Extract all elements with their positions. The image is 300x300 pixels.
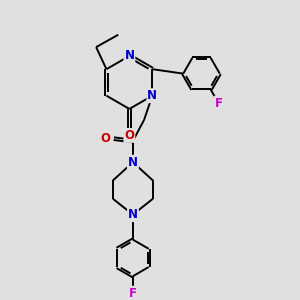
Text: O: O bbox=[124, 129, 134, 142]
Text: N: N bbox=[128, 208, 138, 221]
Text: N: N bbox=[147, 89, 157, 102]
Text: O: O bbox=[100, 132, 110, 145]
Text: F: F bbox=[129, 287, 137, 300]
Text: N: N bbox=[128, 156, 138, 169]
Text: F: F bbox=[214, 97, 223, 110]
Text: N: N bbox=[124, 50, 134, 62]
